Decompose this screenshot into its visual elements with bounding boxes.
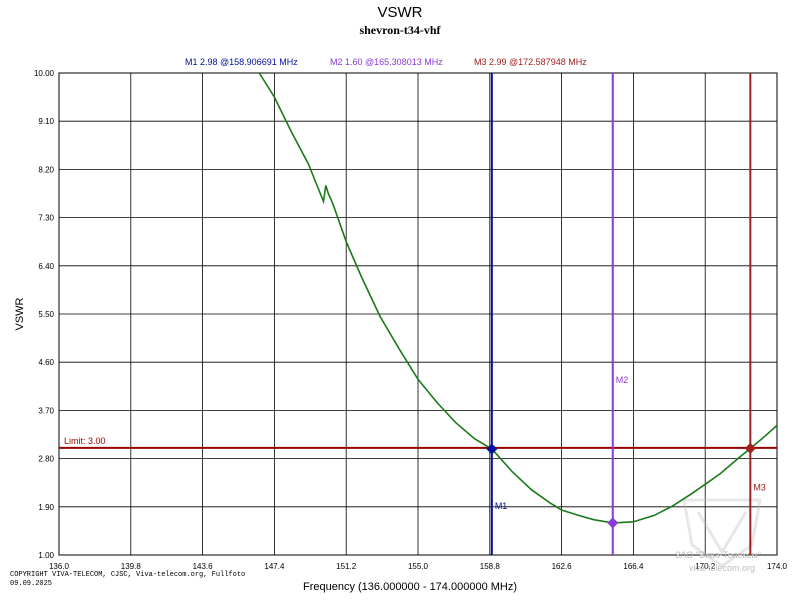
y-tick-label: 3.70 — [38, 406, 54, 415]
y-tick-labels: 10.00 9.10 8.20 7.30 6.40 5.50 4.60 3.70 2.80 1.9… — [34, 69, 55, 560]
y-tick-label: 2.80 — [38, 455, 54, 464]
y-tick-label: 6.40 — [38, 262, 54, 271]
y-tick-label: 8.20 — [38, 165, 54, 174]
marker-point-m1 — [486, 443, 498, 455]
y-tick-label: 4.60 — [38, 358, 54, 367]
y-axis-label: VSWR — [14, 297, 26, 330]
marker-label-m3: M3 — [753, 482, 766, 492]
marker-readout-m3: M3 2.99 @172.587948 MHz — [474, 57, 587, 67]
watermark: ЗАО "Вива-Телеком" viva-telecom.org — [675, 498, 762, 573]
x-tick-label: 174.0 — [767, 562, 788, 571]
x-tick-label: 155.0 — [408, 562, 429, 571]
chart-title: VSWR — [378, 4, 423, 21]
y-tick-label: 1.00 — [38, 551, 54, 560]
x-tick-label: 158.8 — [480, 562, 501, 571]
y-tick-label: 9.10 — [38, 117, 54, 126]
copyright-date: 09.09.2025 — [10, 580, 52, 588]
limit-label: Limit: 3.00 — [64, 436, 106, 446]
x-tick-label: 151.2 — [336, 562, 357, 571]
limit-line-group: Limit: 3.00 — [59, 436, 777, 449]
marker-readout-bar: M1 2.98 @158.906691 MHz M2 1.60 @165.308… — [185, 57, 587, 67]
x-tick-label: 147.4 — [264, 562, 285, 571]
watermark-company: ЗАО "Вива-Телеком" — [675, 550, 761, 560]
x-tick-label: 162.6 — [552, 562, 573, 571]
x-tick-label: 166.4 — [623, 562, 644, 571]
x-tick-label: 139.8 — [121, 562, 142, 571]
x-tick-labels: 136.0 139.8 143.6 147.4 151.2 155.0 158.8 162.6… — [49, 562, 788, 571]
chart-subtitle: shevron-t34-vhf — [359, 23, 441, 37]
x-axis-label: Frequency (136.000000 - 174.000000 MHz) — [303, 581, 517, 593]
x-tick-label: 143.6 — [193, 562, 214, 571]
y-tick-label: 10.00 — [34, 69, 55, 78]
marker-label-m2: M2 — [616, 375, 629, 385]
watermark-logo-icon — [682, 498, 762, 568]
x-tick-label: 136.0 — [49, 562, 70, 571]
watermark-site: viva-telecom.org — [689, 563, 755, 573]
marker-readout-m1: M1 2.98 @158.906691 MHz — [185, 57, 298, 67]
marker-readout-m2: M2 1.60 @165.308013 MHz — [330, 57, 443, 67]
y-tick-label: 1.90 — [38, 503, 54, 512]
vswr-series-line — [258, 72, 778, 524]
marker-point-m3 — [744, 442, 756, 454]
y-tick-label: 7.30 — [38, 214, 54, 223]
copyright-text: COPYRIGHT VIVA-TELECOM, CJSC, Viva-telec… — [10, 571, 245, 579]
marker-point-m2 — [607, 517, 619, 529]
grid-lines — [59, 73, 777, 555]
markers: M1 M2 M3 — [486, 73, 766, 555]
marker-label-m1: M1 — [495, 501, 508, 511]
x-tick-label: 170.2 — [695, 562, 716, 571]
y-tick-label: 5.50 — [38, 310, 54, 319]
